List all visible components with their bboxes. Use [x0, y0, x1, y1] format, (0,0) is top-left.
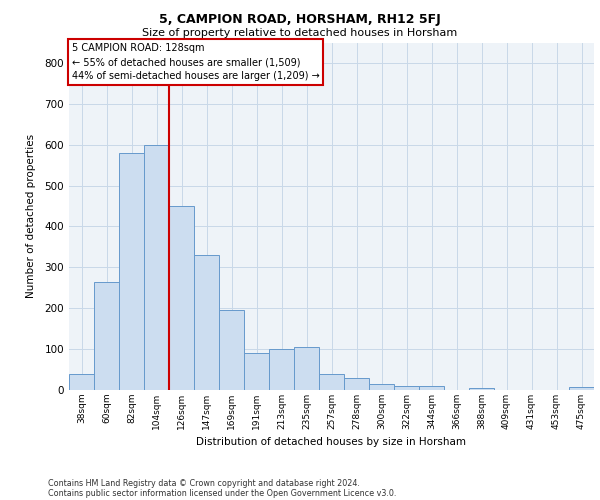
- Bar: [119, 153, 144, 390]
- Bar: [69, 374, 94, 390]
- Y-axis label: Number of detached properties: Number of detached properties: [26, 134, 36, 298]
- Bar: [219, 310, 244, 390]
- Bar: [369, 384, 394, 390]
- Bar: [169, 206, 194, 390]
- Bar: [269, 349, 294, 390]
- Text: Size of property relative to detached houses in Horsham: Size of property relative to detached ho…: [142, 28, 458, 38]
- Bar: [144, 144, 169, 390]
- Bar: [294, 347, 319, 390]
- Bar: [194, 255, 219, 390]
- Bar: [94, 282, 119, 390]
- Bar: [394, 386, 419, 390]
- Bar: [244, 353, 269, 390]
- Bar: [569, 386, 594, 390]
- Text: 5, CAMPION ROAD, HORSHAM, RH12 5FJ: 5, CAMPION ROAD, HORSHAM, RH12 5FJ: [159, 12, 441, 26]
- Text: Contains HM Land Registry data © Crown copyright and database right 2024.: Contains HM Land Registry data © Crown c…: [48, 478, 360, 488]
- Bar: [469, 388, 494, 390]
- Bar: [344, 378, 369, 390]
- X-axis label: Distribution of detached houses by size in Horsham: Distribution of detached houses by size …: [197, 438, 467, 448]
- Text: 5 CAMPION ROAD: 128sqm
← 55% of detached houses are smaller (1,509)
44% of semi-: 5 CAMPION ROAD: 128sqm ← 55% of detached…: [71, 43, 319, 81]
- Text: Contains public sector information licensed under the Open Government Licence v3: Contains public sector information licen…: [48, 488, 397, 498]
- Bar: [319, 374, 344, 390]
- Bar: [419, 386, 444, 390]
